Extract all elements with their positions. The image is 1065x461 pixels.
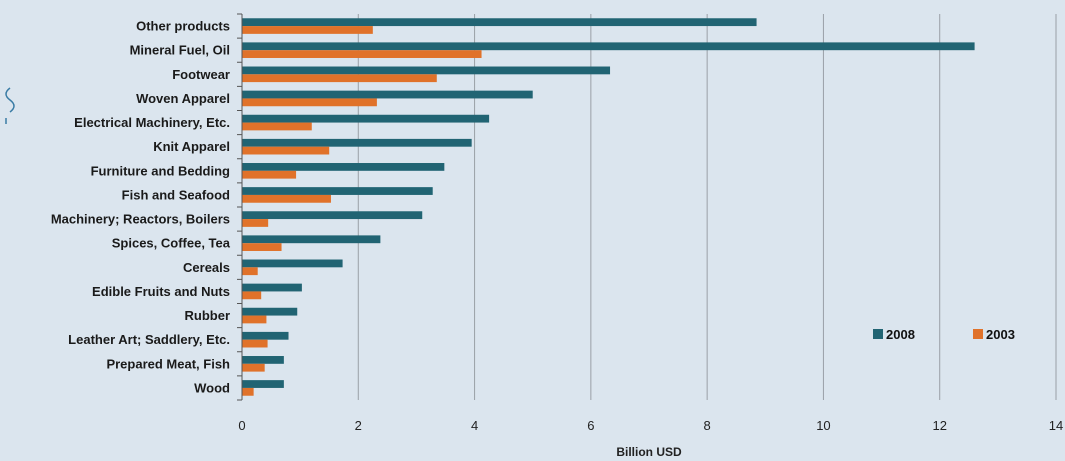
left-edge-decoration-icon <box>5 87 15 113</box>
category-label: Edible Fruits and Nuts <box>92 284 230 299</box>
bar-2003 <box>242 50 482 58</box>
bar-2003 <box>242 194 331 203</box>
category-label: Rubber <box>185 308 231 323</box>
category-label: Machinery; Reactors, Boilers <box>51 212 230 227</box>
bar-2003 <box>242 219 269 227</box>
category-labels: Other products Mineral Fuel, Oil Footwear W… <box>51 19 231 396</box>
bar-2008 <box>242 66 611 75</box>
bar-2008 <box>242 356 284 364</box>
bar-2008 <box>242 211 423 220</box>
bar-2003 <box>242 387 254 396</box>
bar-2003 <box>242 243 282 251</box>
bar-2003 <box>242 291 262 300</box>
bar-2008 <box>242 187 433 195</box>
bar-2008 <box>242 235 381 244</box>
legend-label-2008: 2008 <box>886 327 915 342</box>
category-label: Spices, Coffee, Tea <box>112 236 231 251</box>
bar-2008 <box>242 138 472 147</box>
x-tick-label: 4 <box>471 418 478 433</box>
bar-2003 <box>242 363 265 372</box>
x-tick-label: 6 <box>587 418 594 433</box>
bar-2008 <box>242 307 298 316</box>
bar-2008 <box>242 283 302 292</box>
x-tick-label: 12 <box>932 418 946 433</box>
bar-2008 <box>242 42 975 51</box>
category-label: Prepared Meat, Fish <box>106 356 230 371</box>
x-tick-label: 2 <box>355 418 362 433</box>
bar-2008 <box>242 331 289 340</box>
x-tick-label: 0 <box>238 418 245 433</box>
bar-2003 <box>242 26 373 34</box>
bar-2008 <box>242 163 445 171</box>
category-label: Woven Apparel <box>136 91 230 106</box>
x-tick-labels: 0 2 4 6 8 10 12 14 <box>238 418 1063 433</box>
category-label: Other products <box>136 19 230 34</box>
legend: 2008 2003 <box>873 327 1015 342</box>
bar-2003 <box>242 267 258 276</box>
category-label: Mineral Fuel, Oil <box>130 43 230 58</box>
bar-2008 <box>242 18 757 27</box>
bar-2008 <box>242 259 343 268</box>
category-label: Fish and Seafood <box>122 187 230 202</box>
bar-2008 <box>242 114 490 123</box>
category-label: Electrical Machinery, Etc. <box>74 115 230 130</box>
bar-2003 <box>242 122 312 131</box>
category-label: Wood <box>194 380 230 395</box>
bar-2003 <box>242 98 377 107</box>
bars <box>242 18 975 396</box>
x-axis-title: Billion USD <box>616 445 682 459</box>
legend-swatch-2003 <box>973 329 983 339</box>
category-label: Footwear <box>172 67 230 82</box>
bar-2003 <box>242 315 267 324</box>
legend-swatch-2008 <box>873 329 883 339</box>
bar-2003 <box>242 146 330 155</box>
bar-2008 <box>242 380 284 388</box>
legend-label-2003: 2003 <box>986 327 1015 342</box>
x-tick-label: 8 <box>704 418 711 433</box>
category-label: Leather Art; Saddlery, Etc. <box>68 332 230 347</box>
bar-2003 <box>242 74 437 83</box>
bar-2008 <box>242 90 533 99</box>
x-tick-label: 10 <box>816 418 830 433</box>
category-label: Knit Apparel <box>153 139 230 154</box>
category-label: Furniture and Bedding <box>91 163 230 178</box>
x-tick-label: 14 <box>1049 418 1063 433</box>
bar-2003 <box>242 170 297 179</box>
category-label: Cereals <box>183 260 230 275</box>
axes <box>237 13 243 401</box>
bar-2003 <box>242 339 268 348</box>
